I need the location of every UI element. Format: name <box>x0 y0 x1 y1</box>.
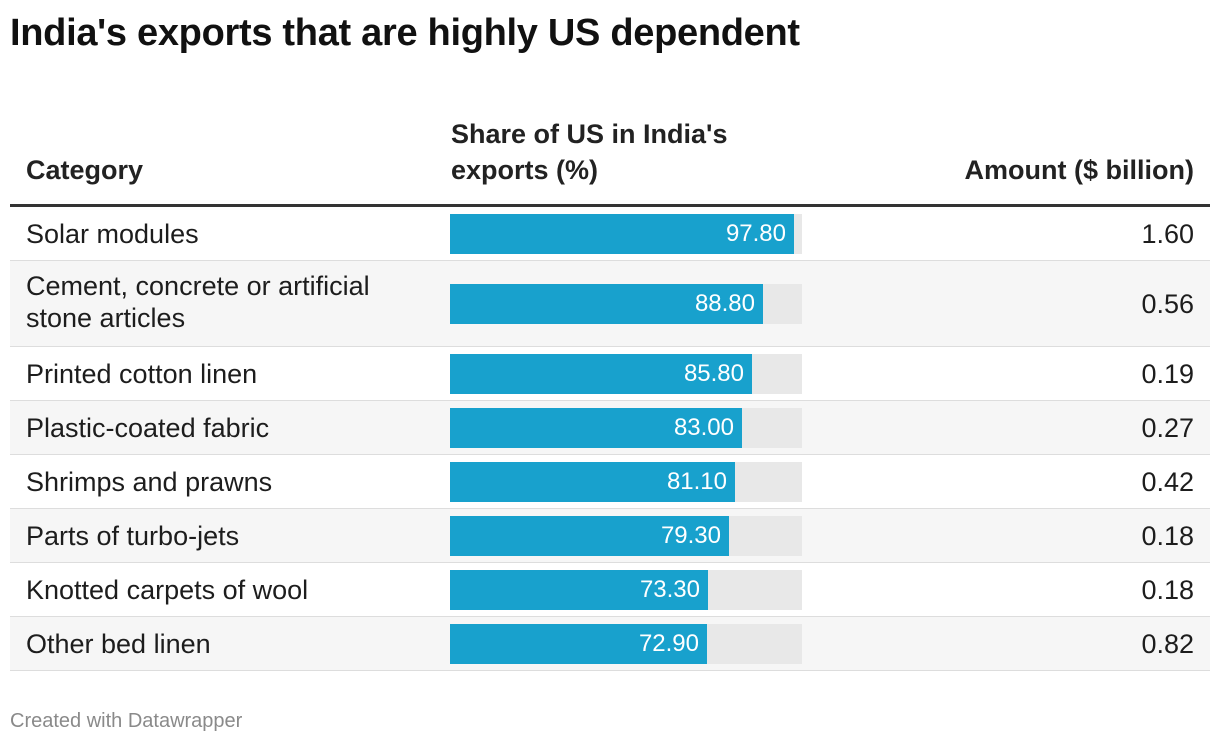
amount-value: 1.60 <box>1141 219 1194 249</box>
share-bar <box>450 284 763 324</box>
amount-value: 0.18 <box>1141 575 1194 605</box>
footer-credit: Created with Datawrapper <box>10 710 243 732</box>
share-bar-track: 79.30 <box>450 516 802 556</box>
share-value-label: 88.80 <box>694 290 755 317</box>
share-bar-track: 83.00 <box>450 408 802 448</box>
share-value-label: 73.30 <box>639 576 700 603</box>
category-label: Printed cotton linen <box>26 359 258 389</box>
amount-value: 0.27 <box>1141 413 1194 443</box>
share-bar-track: 88.80 <box>450 284 802 324</box>
share-bar-track: 72.90 <box>450 624 802 664</box>
share-bar <box>450 214 794 254</box>
table-row: Shrimps and prawns 81.10 0.42 <box>10 455 1210 509</box>
column-header-category: Category <box>26 155 144 185</box>
table-row: Printed cotton linen 85.80 0.19 <box>10 347 1210 401</box>
share-bar <box>450 516 729 556</box>
chart-title: India's exports that are highly US depen… <box>10 12 800 54</box>
column-header-amount: Amount ($ billion) <box>964 155 1194 185</box>
share-value-label: 97.80 <box>725 220 786 247</box>
share-bar-track: 81.10 <box>450 462 802 502</box>
category-label: Parts of turbo-jets <box>26 521 240 551</box>
table-row: Parts of turbo-jets 79.30 0.18 <box>10 509 1210 563</box>
share-value-label: 81.10 <box>666 468 727 495</box>
share-bar <box>450 570 708 610</box>
share-bar-track: 85.80 <box>450 354 802 394</box>
share-value-label: 79.30 <box>660 522 721 549</box>
amount-value: 0.19 <box>1141 359 1194 389</box>
share-bar <box>450 408 742 448</box>
table-row: Cement, concrete or artificial stone art… <box>10 261 1210 347</box>
amount-value: 0.42 <box>1141 467 1194 497</box>
category-label: Solar modules <box>26 219 199 249</box>
table-row: Plastic-coated fabric 83.00 0.27 <box>10 401 1210 455</box>
share-bar <box>450 462 735 502</box>
column-header-share: Share of US in India's exports (%) <box>451 119 728 185</box>
share-bar-track: 97.80 <box>450 214 802 254</box>
share-bar <box>450 354 752 394</box>
amount-value: 0.18 <box>1141 521 1194 551</box>
table-row: Knotted carpets of wool 73.30 0.18 <box>10 563 1210 617</box>
table-body: Solar modules 97.80 1.60 Cement, concrete o… <box>10 207 1210 671</box>
table-row: Solar modules 97.80 1.60 <box>10 207 1210 261</box>
table-row: Other bed linen 72.90 0.82 <box>10 617 1210 671</box>
header-rule <box>10 204 1210 207</box>
category-label: Cement, concrete or artificial stone art… <box>26 271 370 333</box>
share-value-label: 72.90 <box>638 630 699 657</box>
category-label: Knotted carpets of wool <box>26 575 309 605</box>
share-value-label: 85.80 <box>683 360 744 387</box>
category-label: Plastic-coated fabric <box>26 413 270 443</box>
category-label: Shrimps and prawns <box>26 467 273 497</box>
share-value-label: 83.00 <box>673 414 734 441</box>
share-bar <box>450 624 707 664</box>
amount-value: 0.56 <box>1141 289 1194 319</box>
share-bar-track: 73.30 <box>450 570 802 610</box>
amount-value: 0.82 <box>1141 629 1194 659</box>
category-label: Other bed linen <box>26 629 211 659</box>
